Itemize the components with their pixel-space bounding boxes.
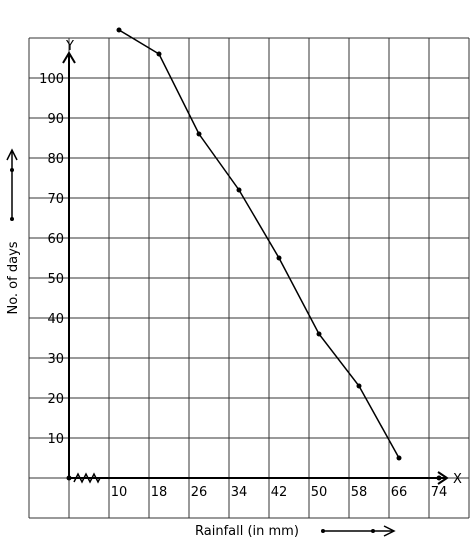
x-direction-dot	[371, 529, 375, 533]
x-tick-label: 74	[431, 485, 448, 500]
series	[116, 27, 402, 461]
x-axis-arrowhead	[437, 471, 449, 485]
data-point	[196, 131, 202, 137]
y-tick-label: 30	[47, 352, 64, 367]
x-direction-arrowhead	[383, 525, 396, 537]
data-point	[236, 187, 242, 193]
y-tick-label: 70	[47, 192, 64, 207]
axis-direction-arrows	[6, 148, 396, 537]
y-tick-label: 20	[47, 392, 64, 407]
axis-break-kink	[73, 472, 101, 484]
y-axis-letter: Y	[65, 39, 74, 54]
x-tick-label: 66	[391, 485, 408, 500]
axes	[62, 51, 449, 485]
y-direction-arrowhead	[6, 148, 18, 161]
data-point	[276, 255, 282, 261]
series-line	[118, 29, 400, 459]
data-point	[356, 383, 362, 389]
x-tick-label: 34	[231, 485, 248, 500]
y-direction-dot	[10, 217, 14, 221]
x-tick-label: 42	[271, 485, 288, 500]
tick-labels: 10 18 26 34 42 50 58 66 74 10 20 30 40 50 60 70 80 90 100	[39, 72, 447, 500]
x-axis-letter: X	[453, 472, 462, 487]
x-tick-label: 58	[351, 485, 368, 500]
data-point	[316, 331, 322, 337]
data-point	[156, 51, 162, 57]
grid	[28, 37, 470, 519]
y-tick-label: 90	[47, 112, 64, 127]
y-axis-arrowhead	[62, 51, 76, 64]
y-tick-label: 60	[47, 232, 64, 247]
y-tick-label: 80	[47, 152, 64, 167]
x-tick-label: 10	[111, 485, 128, 500]
x-axis-title: Rainfall (in mm)	[195, 524, 299, 539]
y-direction-dot	[10, 168, 14, 172]
x-tick-label: 18	[151, 485, 168, 500]
data-point	[116, 27, 122, 33]
x-tick-label: 26	[191, 485, 208, 500]
y-tick-label: 40	[47, 312, 64, 327]
x-tick-label: 50	[311, 485, 328, 500]
y-tick-label: 100	[39, 72, 64, 87]
y-axis-title: No. of days	[6, 241, 21, 314]
y-tick-label: 10	[47, 432, 64, 447]
x-axis-end-point	[436, 475, 442, 481]
x-direction-dot	[321, 529, 325, 533]
origin-point	[66, 475, 72, 481]
data-point	[396, 455, 402, 461]
y-tick-label: 50	[47, 272, 64, 287]
